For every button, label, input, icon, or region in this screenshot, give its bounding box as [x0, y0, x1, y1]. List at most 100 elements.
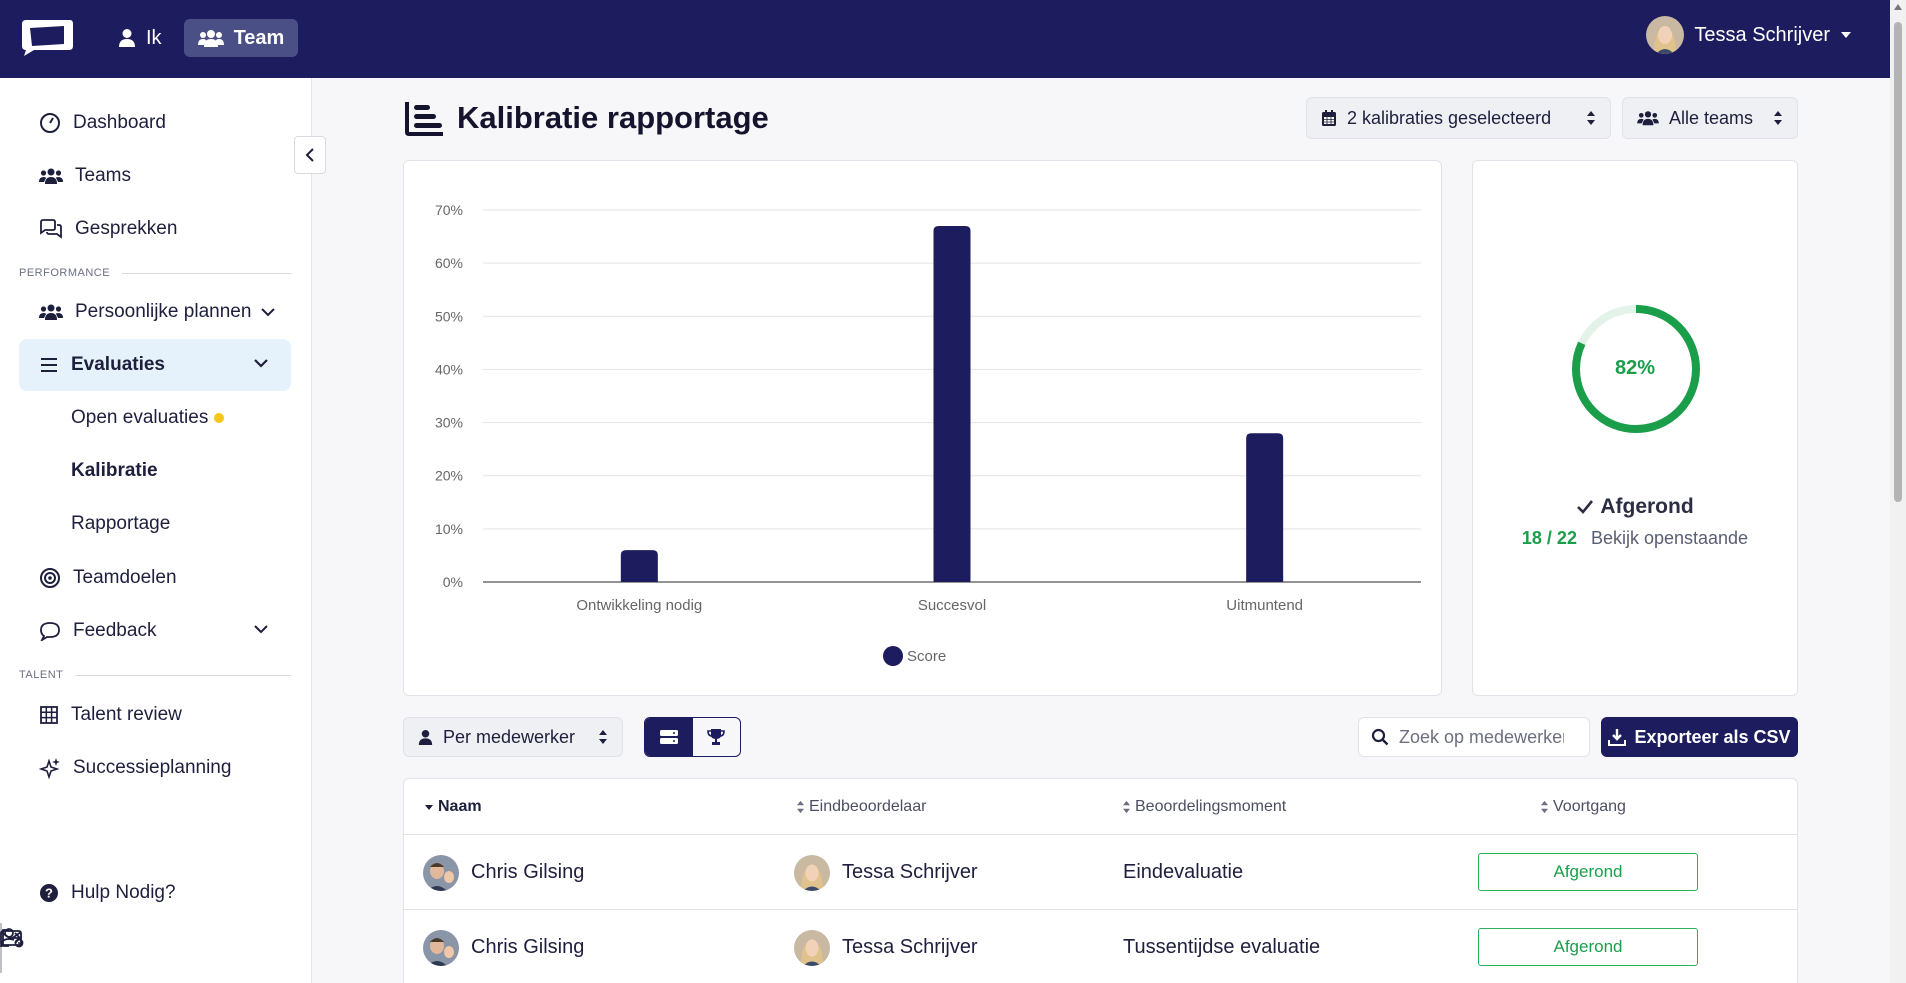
- y-tick-label: 30%: [435, 415, 463, 431]
- sidebar-item-successieplanning[interactable]: Successieplanning: [19, 742, 291, 794]
- reviewer-name: Tessa Schrijver: [842, 861, 978, 883]
- column-header-beoordelingsmoment[interactable]: Beoordelingsmoment: [1122, 779, 1286, 834]
- help-label: Hulp Nodig?: [71, 882, 176, 903]
- y-tick-label: 20%: [435, 468, 463, 484]
- chevron-left-icon: [305, 148, 314, 162]
- column-header-label: Eindbeoordelaar: [809, 797, 927, 815]
- export-csv-button[interactable]: Exporteer als CSV: [1601, 717, 1798, 757]
- sparkles-icon: [39, 758, 60, 779]
- sidebar-subitem-rapportage[interactable]: Rapportage: [71, 513, 171, 534]
- nav-team[interactable]: Team: [183, 19, 299, 57]
- sidebar-footer: [0, 913, 312, 983]
- column-header-voortgang[interactable]: Voortgang: [1540, 779, 1626, 834]
- reviewer-avatar: [794, 854, 830, 891]
- sidebar-item-feedback[interactable]: Feedback: [19, 605, 291, 657]
- sidebar-item-label: Successieplanning: [73, 757, 232, 778]
- users-icon: [39, 304, 63, 320]
- search-box: [1358, 717, 1590, 757]
- progress-count: 18 / 22: [1521, 528, 1577, 548]
- table-row[interactable]: Chris Gilsing Tessa Schrijver Eindevalua…: [404, 834, 1797, 910]
- sort-icon: [1123, 800, 1130, 813]
- progress-donut: [1572, 305, 1700, 433]
- user-icon: [119, 29, 135, 47]
- progress-status: Afgerond: [1473, 495, 1797, 519]
- sort-icon: [1587, 111, 1595, 125]
- sidebar-item-label: Feedback: [73, 620, 157, 641]
- legend-label: Score: [907, 648, 946, 665]
- table-row[interactable]: Chris Gilsing Tessa Schrijver Tussentijd…: [404, 909, 1797, 983]
- sidebar-item-teams[interactable]: Teams: [19, 150, 291, 202]
- check-icon: [1577, 500, 1594, 514]
- reviewer-avatar: [794, 929, 830, 966]
- chevron-down-icon: [261, 308, 275, 317]
- group-by-select[interactable]: Per medewerker: [403, 717, 623, 757]
- sidebar-collapse-button[interactable]: [294, 136, 326, 174]
- page-title-text: Kalibratie rapportage: [457, 100, 769, 135]
- chat-icon: [40, 622, 60, 641]
- caret-down-icon: [1841, 32, 1851, 38]
- scrollbar-thumb[interactable]: [1894, 22, 1902, 502]
- cell-beoordelingsmoment: Tussentijdse evaluatie: [1123, 936, 1321, 958]
- user-menu[interactable]: Tessa Schrijver: [1646, 16, 1852, 54]
- notification-dot: [214, 412, 225, 423]
- app-logo[interactable]: [18, 18, 74, 58]
- sidebar-item-evaluaties[interactable]: Evaluaties: [19, 339, 291, 391]
- sidebar-subitem-open-evaluaties[interactable]: Open evaluaties: [71, 407, 225, 429]
- score-bar-chart: 0% 10% 20% 30% 40% 50% 60% 70% Ontwikkeling nodi…: [435, 202, 1421, 666]
- y-tick-label: 70%: [435, 202, 463, 218]
- y-tick-label: 50%: [435, 308, 463, 324]
- sidebar-item-dashboard[interactable]: Dashboard: [19, 97, 291, 149]
- server-icon: [659, 730, 678, 744]
- scroll-up-arrow[interactable]: [1894, 4, 1902, 10]
- sort-icon: [599, 730, 607, 744]
- y-tick-label: 60%: [435, 255, 463, 271]
- progress-card: 82% Afgerond 18 / 22 Bekijk openstaande: [1472, 160, 1798, 696]
- logout-button[interactable]: [0, 913, 22, 963]
- page-title: Kalibratie rapportage: [403, 100, 769, 136]
- search-input[interactable]: [1399, 726, 1564, 748]
- column-header-eindbeoordelaar[interactable]: Eindbeoordelaar: [796, 779, 926, 834]
- sidebar-item-gesprekken[interactable]: Gesprekken: [19, 203, 291, 255]
- sidebar-item-talent-review[interactable]: Talent review: [19, 689, 291, 741]
- list-view-button[interactable]: [645, 718, 693, 756]
- reviewer-name: Tessa Schrijver: [842, 936, 978, 958]
- legend-marker: [883, 646, 903, 666]
- cell-beoordelingsmoment: Eindevaluatie: [1123, 861, 1244, 883]
- divider: [0, 923, 1, 973]
- cell-eindbeoordelaar: Tessa Schrijver: [794, 835, 978, 910]
- svg-text:?: ?: [45, 886, 53, 901]
- grid-icon: [40, 706, 58, 724]
- status-badge[interactable]: Afgerond: [1478, 853, 1698, 891]
- x-tick-label: Ontwikkeling nodig: [576, 597, 702, 614]
- user-avatar: [1646, 16, 1685, 54]
- team-select[interactable]: Alle teams: [1622, 97, 1798, 139]
- gauge-icon: [40, 113, 60, 133]
- page-scrollbar[interactable]: [1890, 0, 1906, 983]
- status-badge[interactable]: Afgerond: [1478, 928, 1698, 966]
- users-icon: [197, 30, 224, 47]
- bar: [933, 225, 971, 582]
- employee-avatar: [423, 929, 459, 966]
- evaluations-table: Naam Eindbeoordelaar Beoordelingsmoment …: [403, 778, 1798, 983]
- sort-icon: [797, 800, 804, 813]
- users-icon: [1637, 111, 1659, 126]
- sidebar-subitem-label: Open evaluaties: [71, 407, 209, 428]
- sidebar-item-teamdoelen[interactable]: Teamdoelen: [19, 552, 291, 604]
- nav-ik[interactable]: Ik: [104, 19, 176, 57]
- ranking-view-button[interactable]: [693, 718, 741, 756]
- users-icon: [39, 168, 63, 184]
- help-link[interactable]: ? Hulp Nodig?: [19, 867, 291, 919]
- cell-eindbeoordelaar: Tessa Schrijver: [794, 910, 978, 983]
- user-icon: [418, 729, 433, 745]
- view-open-link[interactable]: Bekijk openstaande: [1590, 528, 1749, 548]
- sort-icon: [1541, 800, 1548, 813]
- column-header-naam[interactable]: Naam: [424, 779, 482, 834]
- calibration-select[interactable]: 2 kalibraties geselecteerd: [1306, 97, 1611, 139]
- sidebar-item-persoonlijke-plannen[interactable]: Persoonlijke plannen: [19, 286, 291, 338]
- team-select-value: Alle teams: [1669, 107, 1754, 128]
- sidebar-subitem-kalibratie[interactable]: Kalibratie: [71, 460, 158, 481]
- column-header-label: Voortgang: [1553, 797, 1626, 815]
- x-tick-label: Uitmuntend: [1226, 597, 1303, 614]
- sidebar-item-label: Evaluaties: [71, 354, 165, 375]
- bar: [620, 550, 658, 582]
